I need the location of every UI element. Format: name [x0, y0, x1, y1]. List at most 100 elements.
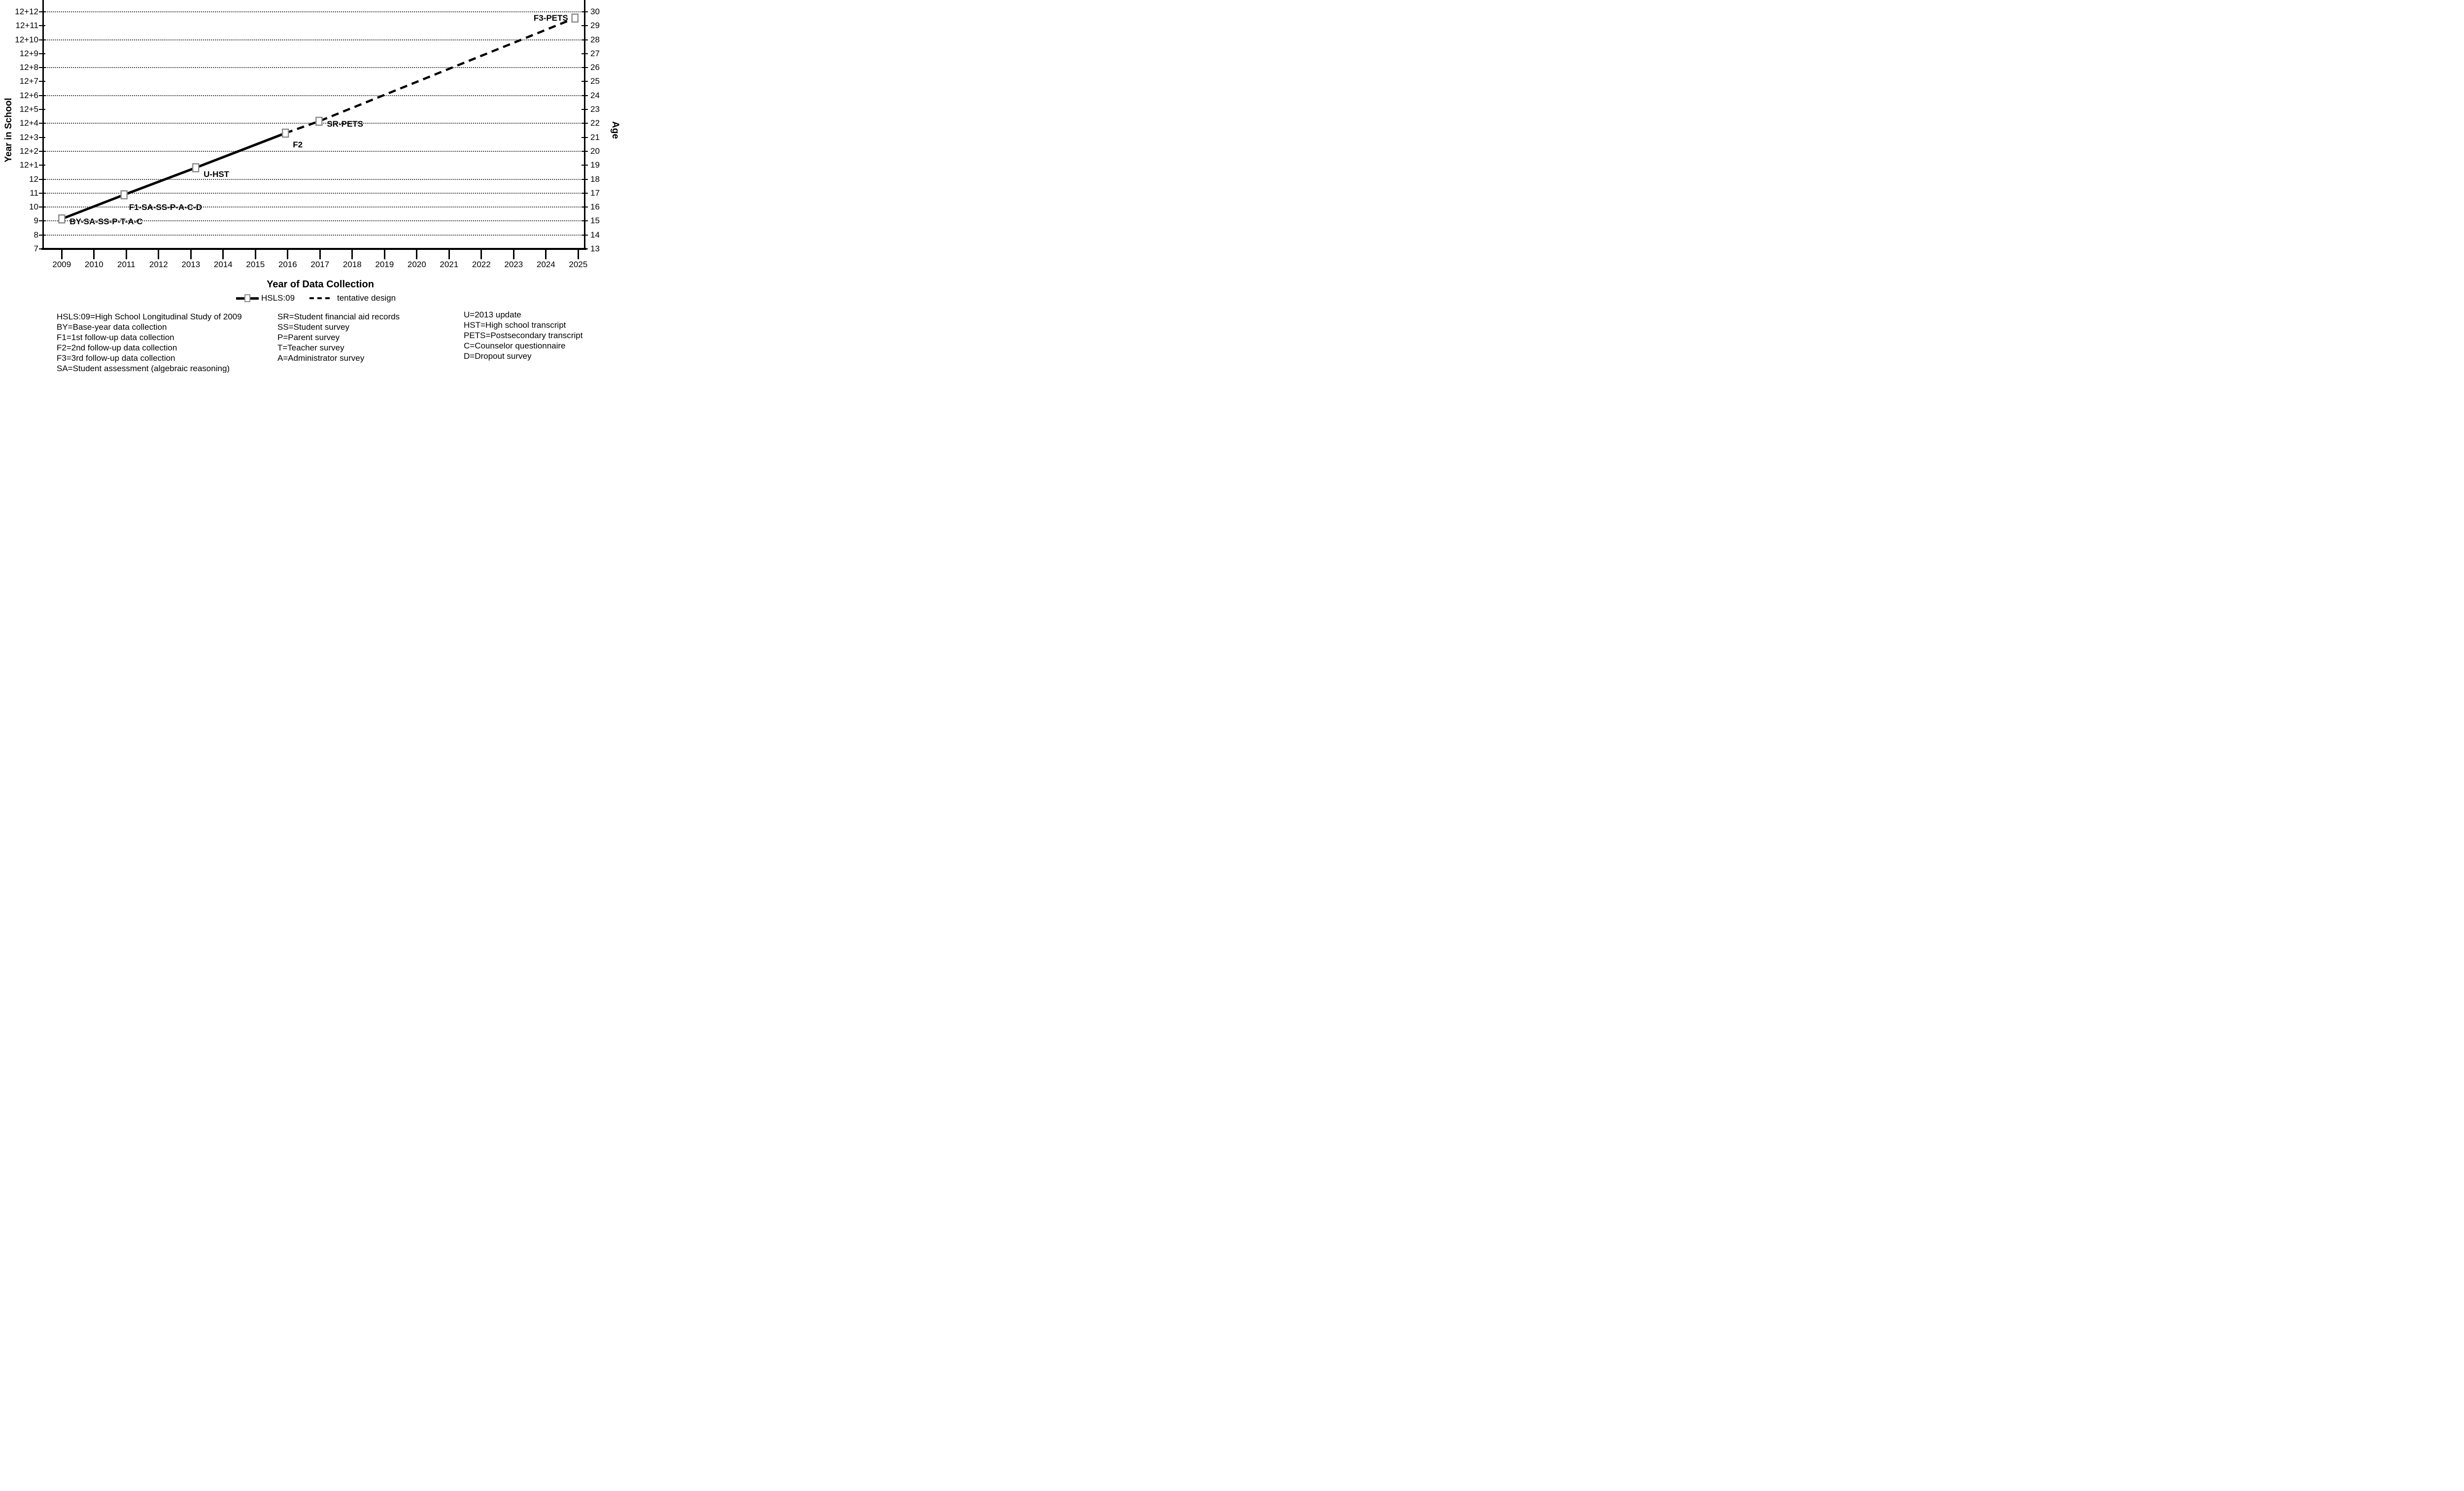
y-axis-right-tick-label: 14 — [590, 230, 600, 240]
x-axis-title: Year of Data Collection — [267, 279, 374, 290]
y-axis-right-tick — [582, 53, 588, 54]
y-axis-left-tick-label: 8 — [34, 230, 38, 240]
key-row: D=Dropout survey — [464, 351, 532, 361]
y-axis-right-tick-label: 22 — [590, 118, 600, 128]
x-axis-tick — [61, 250, 63, 259]
series-line-solid — [61, 132, 286, 220]
x-axis-tick — [93, 250, 95, 259]
gridline — [43, 11, 584, 12]
y-axis-right-tick-label: 24 — [590, 90, 600, 100]
data-point-marker — [571, 13, 579, 23]
key-row: T=Teacher survey — [277, 343, 344, 352]
x-axis-tick-label: 2014 — [213, 260, 233, 269]
y-axis-right-tick — [582, 178, 588, 180]
y-axis-right-tick — [582, 109, 588, 110]
key-row: SR=Student financial aid records — [277, 312, 400, 321]
y-axis-left-tick — [39, 25, 45, 27]
x-axis-tick-label: 2010 — [84, 260, 103, 269]
y-axis-left-tick-label: 12+12 — [15, 6, 38, 16]
key-row: F1=1st follow-up data collection — [57, 333, 174, 342]
y-axis-left-tick-label: 12+7 — [19, 76, 38, 86]
y-axis-left-tick-label: 10 — [29, 202, 38, 212]
y-axis-left-tick-label: 12+5 — [19, 104, 38, 114]
data-point-label: F3-PETS — [533, 13, 568, 23]
y-axis-left-tick-label: 7 — [34, 244, 38, 253]
x-axis-tick — [351, 250, 353, 259]
data-point-label: SR-PETS — [327, 119, 364, 129]
y-axis-right-tick — [582, 220, 588, 222]
key-row: P=Parent survey — [277, 333, 340, 342]
y-axis-left-tick — [39, 123, 45, 124]
y-axis-left-tick-label: 12+11 — [15, 21, 38, 31]
key-row: SS=Student survey — [277, 322, 350, 332]
y-axis-right-tick — [582, 248, 588, 249]
y-axis-right-tick — [582, 95, 588, 96]
x-axis-tick — [577, 250, 579, 259]
key-column-2: SR=Student financial aid records SS=Stude… — [277, 312, 400, 363]
x-axis-tick-label: 2022 — [472, 260, 491, 269]
gridline — [43, 220, 584, 222]
y-axis-right-tick — [582, 123, 588, 124]
x-axis-tick-label: 2015 — [246, 260, 265, 269]
y-axis-left-tick-label: 12+2 — [19, 146, 38, 156]
y-axis-right-line — [584, 0, 585, 250]
x-axis-tick — [416, 250, 418, 259]
key-row: F3=3rd follow-up data collection — [57, 353, 175, 363]
gridline — [43, 95, 584, 96]
y-axis-right-tick — [582, 137, 588, 138]
data-point-marker — [315, 116, 323, 126]
y-axis-left-tick-label: 12+9 — [19, 48, 38, 58]
x-axis-tick-label: 2020 — [407, 260, 426, 269]
series-line-dashed — [285, 17, 576, 135]
y-axis-left-line — [42, 0, 44, 250]
y-axis-left-tick — [39, 11, 45, 12]
data-point-marker — [58, 214, 66, 224]
key-row: C=Counselor questionnaire — [464, 341, 566, 350]
gridline — [43, 67, 584, 69]
data-point-marker — [192, 163, 200, 173]
figure-hsls09-study-design: 7 8 9 10 11 12 12+1 12+2 12+3 12+4 12+5 12+6 12+7 12+… — [0, 0, 623, 373]
data-point-marker — [120, 190, 128, 200]
key-row: F2=2nd follow-up data collection — [57, 343, 177, 352]
data-point-label: F2 — [293, 140, 303, 150]
x-axis-tick-label: 2021 — [440, 260, 459, 269]
key-column-3: U=2013 update HST=High school transcript P… — [464, 310, 582, 361]
y-axis-left-tick-label: 12 — [29, 174, 38, 184]
y-axis-left-tick — [39, 53, 45, 54]
y-axis-right-tick-label: 29 — [590, 21, 600, 31]
key-row: HSLS:09=High School Longitudinal Study o… — [57, 312, 242, 321]
y-axis-left-tick-label: 11 — [30, 188, 38, 198]
y-axis-left-tick — [39, 67, 45, 69]
y-axis-right-tick — [582, 39, 588, 40]
y-axis-left-tick — [39, 192, 45, 194]
y-axis-left-tick — [39, 109, 45, 110]
y-axis-right-tick — [582, 165, 588, 166]
y-axis-right-tick-label: 18 — [590, 174, 600, 184]
y-axis-right-tick — [582, 67, 588, 69]
y-axis-left-tick-label: 12+10 — [15, 35, 38, 44]
y-axis-right-tick — [582, 207, 588, 208]
key-row: HST=High school transcript — [464, 320, 566, 330]
x-axis-tick-label: 2018 — [342, 260, 362, 269]
y-axis-left-tick-label: 12+1 — [19, 160, 38, 170]
y-axis-right-title: Age — [610, 121, 620, 139]
x-axis-tick-label: 2011 — [117, 260, 136, 269]
x-axis-tick — [448, 250, 450, 259]
key-column-1: HSLS:09=High School Longitudinal Study o… — [57, 312, 242, 373]
y-axis-left-tick — [39, 248, 45, 249]
data-point-label: U-HST — [204, 170, 230, 179]
x-axis-tick-label: 2012 — [149, 260, 168, 269]
x-axis-tick — [125, 250, 127, 259]
legend-dashed-line-swatch — [309, 297, 331, 299]
y-axis-left-tick — [39, 165, 45, 166]
gridline — [43, 207, 584, 208]
x-axis-tick — [545, 250, 547, 259]
y-axis-left-tick-label: 12+6 — [19, 90, 38, 100]
y-axis-right-tick-label: 21 — [590, 132, 600, 142]
y-axis-left-tick — [39, 178, 45, 180]
x-axis-tick — [513, 250, 514, 259]
key-row: SA=Student assessment (algebraic reasoni… — [57, 364, 230, 373]
key-row: A=Administrator survey — [277, 353, 365, 363]
x-axis-tick — [190, 250, 192, 259]
y-axis-left-tick-label: 12+3 — [19, 132, 38, 142]
